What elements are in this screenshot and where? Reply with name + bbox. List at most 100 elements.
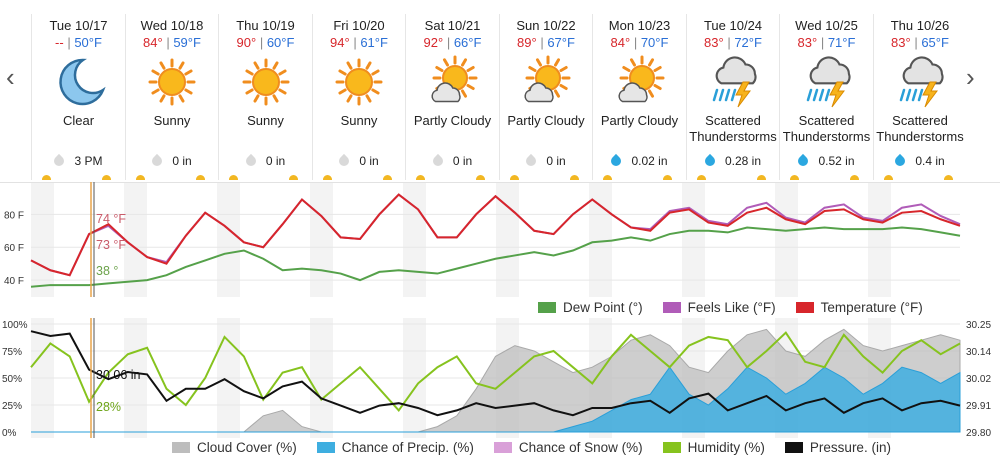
day-low-temp: 71°F (827, 35, 856, 50)
day-low-temp: 66°F (453, 35, 482, 50)
day-temperatures: 83° | 65°F (874, 35, 967, 50)
next-day-arrow-icon[interactable]: › (966, 62, 975, 92)
y-tick-label-left: 0% (2, 428, 17, 438)
day-forecast-column[interactable]: Wed 10/25 83° | 71°F Scattered Thunderst… (779, 14, 873, 180)
y-tick-label-left: 50% (2, 374, 22, 385)
y-tick-label-right: 30.25 (966, 320, 991, 331)
day-precip: 0 in (126, 153, 219, 169)
temp-separator: | (349, 35, 361, 50)
sunset-marker-icon (756, 175, 766, 180)
day-precip: 0 in (219, 153, 312, 169)
night-band (775, 182, 798, 297)
day-forecast-column[interactable]: Tue 10/17 -- | 50°F Clear 3 PM (31, 14, 125, 180)
day-forecast-column[interactable]: Wed 10/18 84° | 59°F Sunny 0 in (124, 14, 219, 180)
day-forecast-column[interactable]: Thu 10/19 90° | 60°F Sunny 0 in (218, 14, 312, 180)
raindrop-icon (337, 153, 352, 169)
day-high-temp: 83° (704, 35, 724, 50)
partly-cloudy-icon (423, 54, 483, 110)
sunset-marker-icon (289, 175, 298, 180)
legend-swatch (316, 442, 335, 453)
legend-item[interactable]: Pressure. (in) (784, 440, 891, 455)
y-tick-label-left: 25% (2, 401, 22, 412)
raindrop-icon (524, 153, 539, 169)
day-temperatures: 84° | 70°F (593, 35, 686, 50)
temp-separator: | (162, 35, 174, 50)
raindrop-icon (893, 153, 908, 169)
pressure-cursor-readout: 30.06 in (96, 368, 141, 382)
partly-cloudy-icon (610, 54, 670, 110)
dew-point-cursor-readout: 38 ° (96, 264, 119, 278)
day-date: Sun 10/22 (516, 18, 576, 33)
day-precip: 0 in (313, 153, 406, 169)
day-precip-amount: 3 PM (74, 154, 103, 168)
legend-item[interactable]: Temperature (°F) (795, 300, 923, 315)
legend-label: Chance of Snow (%) (518, 440, 643, 455)
day-high-temp: 84° (143, 35, 163, 50)
day-temperatures: 90° | 60°F (219, 35, 312, 50)
day-precip-amount: 0 in (172, 154, 192, 168)
day-precip-amount: 0.28 in (724, 154, 762, 168)
legend-item[interactable]: Dew Point (°) (538, 300, 643, 315)
day-condition: Scattered Thunderstorms (876, 113, 964, 144)
day-high-temp: 83° (891, 35, 911, 50)
raindrop-icon (609, 153, 624, 169)
raindrop-icon (243, 153, 258, 169)
legend-swatch (662, 302, 681, 313)
day-date: Tue 10/17 (49, 18, 108, 33)
day-high-temp: 90° (236, 35, 257, 50)
legend-swatch (795, 302, 814, 313)
day-date: Tue 10/24 (703, 18, 763, 33)
day-forecast-column[interactable]: Mon 10/23 84° | 70°F Partly Cloudy 0.02 … (592, 14, 686, 180)
sun-icon (329, 54, 389, 110)
day-high-temp: 84° (610, 35, 631, 50)
day-condition: Partly Cloudy (507, 113, 585, 128)
day-precip-amount: 0.52 in (818, 154, 855, 168)
legend-item[interactable]: Chance of Snow (%) (493, 440, 643, 455)
sunrise-marker-icon (229, 175, 238, 180)
sunset-marker-icon (102, 175, 111, 180)
day-condition: Scattered Thunderstorms (689, 113, 777, 144)
day-forecast-column[interactable]: Sat 10/21 92° | 66°F Partly Cloudy 0 in (405, 14, 499, 180)
day-temperatures: 84° | 59°F (126, 35, 219, 50)
legend-item[interactable]: Chance of Precip. (%) (316, 440, 474, 455)
sunset-marker-icon (476, 175, 485, 180)
feels-like-cursor-readout: 73 °F (96, 238, 127, 252)
partly-cloudy-icon (516, 54, 576, 110)
day-precip: 0.28 in (687, 153, 780, 169)
conditions-chart: 100% 30.25 75% 30.14 50% 30.02 25% 29.91 0% 29.80 (0, 318, 1000, 439)
day-low-temp: 72°F (734, 35, 762, 50)
day-forecast-column[interactable]: Thu 10/26 83° | 65°F Scattered Thunderst… (872, 14, 967, 180)
temperature-chart-legend: Dew Point (°) Feels Like (°F) Temperature … (538, 300, 943, 315)
day-forecast-column[interactable]: Fri 10/20 94° | 61°F Sunny 0 in (311, 14, 406, 180)
temperature-series-line (30, 193, 961, 277)
day-high-temp: 94° (330, 35, 350, 50)
day-forecast-column[interactable]: Sun 10/22 89° | 67°F Partly Cloudy 0 in (498, 14, 593, 180)
legend-item[interactable]: Cloud Cover (%) (172, 440, 297, 455)
raindrop-icon (702, 153, 718, 169)
precip-series-area (31, 366, 961, 433)
humidity-series-line (30, 331, 961, 412)
day-precip-amount: 0 in (265, 154, 286, 168)
sunset-marker-icon (382, 175, 392, 180)
sunrise-marker-icon (603, 175, 612, 180)
day-condition: Scattered Thunderstorms (782, 113, 871, 144)
day-forecast-column[interactable]: Tue 10/24 83° | 72°F Scattered Thunderst… (685, 14, 780, 180)
day-precip: 0.4 in (874, 153, 967, 169)
legend-item[interactable]: Humidity (%) (662, 440, 765, 455)
temp-separator: | (817, 35, 828, 50)
legend-label: Feels Like (°F) (687, 300, 776, 315)
sun-icon (142, 54, 202, 110)
day-date: Sat 10/21 (424, 18, 481, 33)
raindrop-icon (150, 153, 165, 169)
sunset-marker-icon (850, 175, 859, 180)
prev-day-arrow-icon[interactable]: ‹ (6, 62, 15, 92)
sunrise-marker-icon (322, 175, 332, 180)
day-precip-amount: 0 in (546, 154, 566, 168)
day-precip-amount: 0 in (359, 154, 379, 168)
legend-swatch (784, 442, 803, 453)
night-band (217, 182, 240, 297)
legend-item[interactable]: Feels Like (°F) (662, 300, 776, 315)
day-temperatures: 83° | 71°F (780, 35, 873, 50)
sunset-marker-icon (195, 175, 205, 180)
legend-label: Pressure. (in) (809, 440, 891, 455)
